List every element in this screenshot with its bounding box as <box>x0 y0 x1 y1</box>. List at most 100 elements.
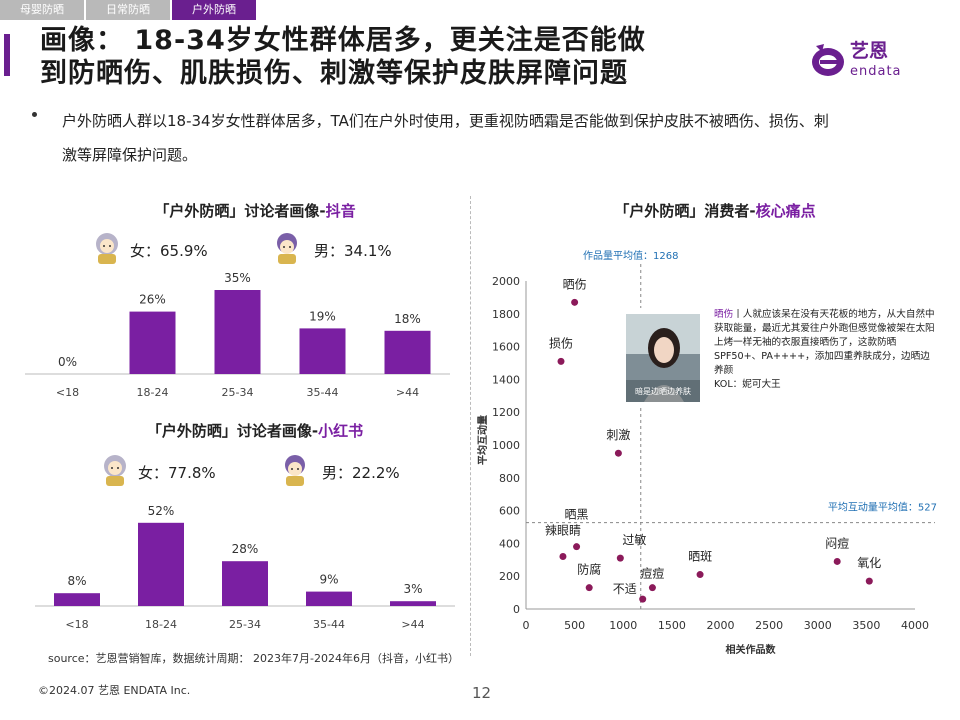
x-tick-label: 3500 <box>852 619 880 632</box>
source-note: source：艺恩营销智库，数据统计周期： 2023年7月-2024年6月（抖音… <box>48 652 459 665</box>
scatter-point <box>616 554 624 562</box>
bar-value-label: 18% <box>394 312 421 326</box>
scatter-point <box>639 595 647 603</box>
tab-outdoor-sunscreen[interactable]: 户外防晒 <box>172 0 256 20</box>
bar <box>214 290 261 374</box>
scatter-point <box>648 584 656 592</box>
painpoint-panel-title: 「户外防晒」消费者-核心痛点 <box>480 200 950 221</box>
x-average-label: 作品量平均值：1268 <box>583 249 678 262</box>
bar-value-label: 0% <box>58 355 77 369</box>
kol-callout-text: 晒伤丨人就应该呆在没有天花板的地方，从大自然中获取能量，最近尤其爱往户外跑但感觉… <box>714 308 938 392</box>
y-tick-label: 0 <box>513 603 520 616</box>
page-title-line2: 到防晒伤、肌肤损伤、刺激等保护皮肤屏障问题 <box>40 58 628 89</box>
y-tick-label: 800 <box>499 472 520 485</box>
title-accent-bar <box>4 34 10 76</box>
x-tick-label: 25-34 <box>229 618 261 631</box>
painpoint-title-prefix: 「户外防晒」消费者- <box>614 202 756 220</box>
bar <box>384 330 431 374</box>
bar <box>306 591 352 606</box>
female-avatar-icon <box>104 455 126 486</box>
logo-english: endata <box>850 64 902 79</box>
panel-divider <box>470 196 471 656</box>
copyright: ©2024.07 艺恩 ENDATA Inc. <box>38 684 191 697</box>
bar-value-label: 3% <box>403 582 422 596</box>
scatter-point-label: 闷痘 <box>825 535 849 550</box>
kol-callout: 暗是边晒边养肤 晒伤丨人就应该呆在没有天花板的地方，从大自然中获取能量，最近尤其… <box>626 308 946 408</box>
bar <box>138 522 184 606</box>
douyin-male-share: 男：34.1% <box>314 242 392 260</box>
y-average-label: 平均互动量平均值：527 <box>828 501 937 514</box>
scatter-point <box>696 571 704 579</box>
y-tick-label: 1400 <box>492 373 520 386</box>
female-avatar-icon <box>96 233 118 264</box>
logo-chinese: 艺恩 <box>850 40 889 62</box>
scatter-point <box>585 584 593 592</box>
x-tick-label: 35-44 <box>307 386 339 399</box>
x-tick-label: >44 <box>396 386 419 399</box>
bar-value-label: 9% <box>319 573 338 587</box>
page-title-line1: 画像： 18-34岁女性群体居多，更关注是否能做 <box>40 25 646 56</box>
scatter-point-label: 过敏 <box>622 532 646 547</box>
scatter-point <box>571 298 579 306</box>
douyin-title-prefix: 「户外防晒」讨论者画像- <box>154 202 326 220</box>
douyin-panel-title: 「户外防晒」讨论者画像-抖音 <box>40 200 470 221</box>
scatter-point-label: 痘痘 <box>640 566 664 581</box>
y-axis-title: 平均互动量 <box>476 415 489 465</box>
tab-bar: 母婴防晒 日常防晒 户外防晒 <box>0 0 258 20</box>
bar <box>222 561 268 606</box>
scatter-point-label: 刺激 <box>606 428 630 442</box>
kol-callout-tag: 晒伤 <box>714 309 734 320</box>
x-tick-label: 4000 <box>901 619 929 632</box>
scatter-point-label: 辣眼睛 <box>545 524 581 538</box>
bar-value-label: 8% <box>67 574 86 588</box>
bar-value-label: 35% <box>224 271 251 285</box>
painpoint-title-highlight: 核心痛点 <box>755 202 816 220</box>
xhs-male-share: 男：22.2% <box>322 464 400 482</box>
y-tick-label: 200 <box>499 570 520 583</box>
endata-logo: 艺恩 endata <box>810 40 930 84</box>
scatter-point <box>559 553 567 561</box>
painpoint-scatter-chart: 0 200 400 600 800 1000 1200 1400 1600 1800 2000 0 50… <box>476 249 937 656</box>
xhs-panel-title: 「户外防晒」讨论者画像-小红书 <box>40 420 470 441</box>
y-tick-label: 1600 <box>492 341 520 354</box>
scatter-point-label: 晒伤 <box>563 277 587 291</box>
x-tick-label: 1500 <box>658 619 686 632</box>
kol-photo: 暗是边晒边养肤 <box>626 314 700 402</box>
x-tick-label: 3000 <box>804 619 832 632</box>
kol-name: KOL：妮可大王 <box>714 379 781 390</box>
bar-value-label: 19% <box>309 309 336 323</box>
xhs-title-prefix: 「户外防晒」讨论者画像- <box>146 422 319 440</box>
page-title: 画像： 18-34岁女性群体居多，更关注是否能做 到防晒伤、肌肤损伤、刺激等保护… <box>40 24 646 90</box>
bar <box>54 593 100 606</box>
y-tick-label: 2000 <box>492 275 520 288</box>
scatter-point-label: 晒黑 <box>565 508 589 522</box>
tab-infant-sunscreen[interactable]: 母婴防晒 <box>0 0 84 20</box>
bar <box>299 328 346 374</box>
xhs-age-bar-chart: 8% <18 52% 18-24 28% 25-34 9% 35-44 3% >44 <box>35 504 455 631</box>
y-tick-label: 1800 <box>492 308 520 321</box>
xhs-female-share: 女：77.8% <box>138 464 216 482</box>
x-tick-label: 0 <box>523 619 530 632</box>
douyin-title-highlight: 抖音 <box>325 202 356 220</box>
kol-photo-caption: 暗是边晒边养肤 <box>635 386 691 396</box>
scatter-point <box>865 577 873 585</box>
scatter-point <box>557 357 565 365</box>
kol-callout-body: 丨人就应该呆在没有天花板的地方，从大自然中获取能量，最近尤其爱往户外跑但感觉像被… <box>714 309 935 376</box>
scatter-point-label: 氧化 <box>857 556 881 570</box>
x-tick-label: 18-24 <box>137 386 169 399</box>
scatter-point-label: 不适 <box>613 582 637 596</box>
bar <box>390 601 436 606</box>
douyin-age-bar-chart: 0% <18 26% 18-24 35% 25-34 19% 35-44 18% >44 <box>25 271 450 399</box>
bar-value-label: 26% <box>139 293 166 307</box>
bar <box>129 311 176 374</box>
xhs-title-highlight: 小红书 <box>318 422 364 440</box>
page-number: 12 <box>472 684 492 702</box>
scatter-point <box>614 449 622 457</box>
scatter-point <box>573 543 581 551</box>
tab-daily-sunscreen[interactable]: 日常防晒 <box>86 0 170 20</box>
x-axis-title: 相关作品数 <box>726 643 777 656</box>
x-tick-label: 2500 <box>755 619 783 632</box>
y-tick-label: 400 <box>499 537 520 550</box>
male-avatar-icon <box>285 455 305 486</box>
x-tick-label: >44 <box>401 618 424 631</box>
